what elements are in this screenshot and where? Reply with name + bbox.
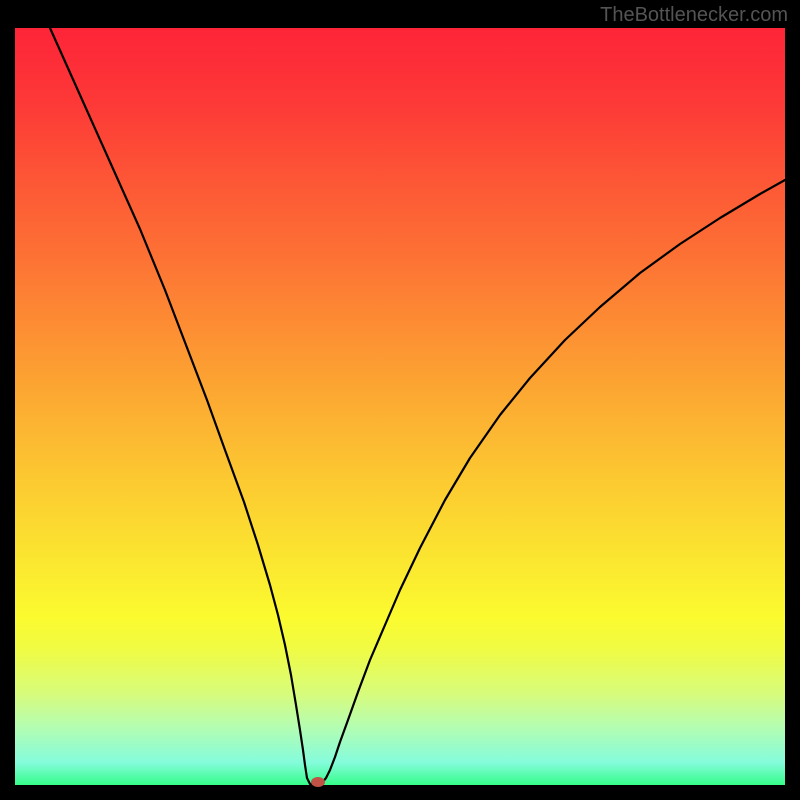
chart-svg bbox=[0, 0, 800, 800]
bottleneck-chart: TheBottlenecker.com bbox=[0, 0, 800, 800]
optimal-point-marker bbox=[311, 777, 325, 787]
plot-background bbox=[15, 28, 785, 785]
watermark-label: TheBottlenecker.com bbox=[600, 4, 788, 27]
